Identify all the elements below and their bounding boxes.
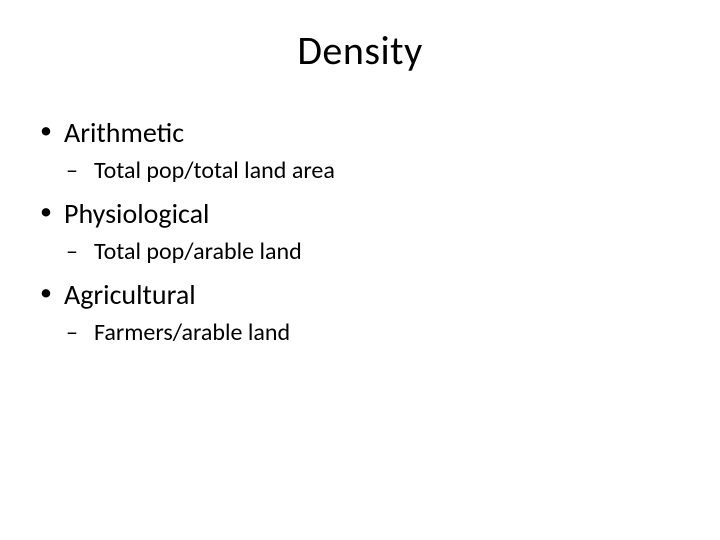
- slide-title: Density: [36, 26, 684, 75]
- bullet-label: Agricultural: [64, 277, 196, 312]
- sub-bullet-list: Total pop/arable land: [64, 236, 684, 268]
- sub-bullet-label: Farmers/arable land: [94, 318, 290, 347]
- bullet-item-agricultural: Agricultural Farmers/arable land: [36, 277, 684, 350]
- slide: Density Arithmetic Total pop/total land …: [0, 0, 720, 540]
- sub-bullet-list: Farmers/arable land: [64, 317, 684, 349]
- sub-bullet-item: Total pop/arable land: [64, 236, 684, 268]
- sub-bullet-label: Total pop/total land area: [94, 156, 335, 185]
- bullet-list: Arithmetic Total pop/total land area Phy…: [36, 115, 684, 349]
- sub-bullet-item: Total pop/total land area: [64, 155, 684, 187]
- bullet-item-physiological: Physiological Total pop/arable land: [36, 196, 684, 269]
- sub-bullet-list: Total pop/total land area: [64, 155, 684, 187]
- bullet-label: Physiological: [64, 196, 209, 231]
- bullet-label: Arithmetic: [64, 115, 184, 150]
- sub-bullet-item: Farmers/arable land: [64, 317, 684, 349]
- bullet-item-arithmetic: Arithmetic Total pop/total land area: [36, 115, 684, 188]
- sub-bullet-label: Total pop/arable land: [94, 237, 302, 266]
